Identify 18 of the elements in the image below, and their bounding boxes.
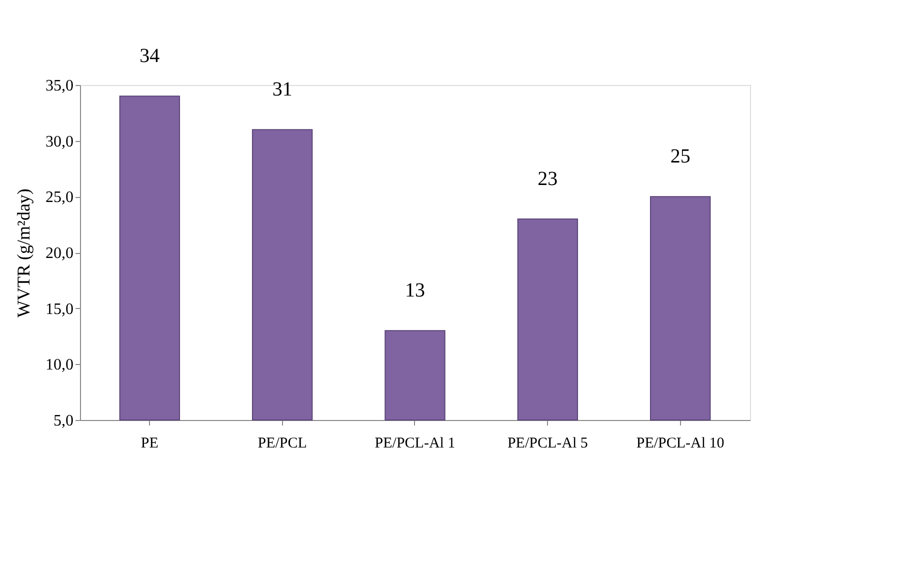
y-tick-label: 5,0 [54,412,74,430]
data-label: 31 [272,78,292,101]
data-label: 25 [670,146,690,168]
y-tick-label: 25,0 [46,189,74,206]
data-label: 23 [538,168,558,190]
y-tick-label: 15,0 [46,300,74,318]
x-tick-label: PE/PCL-Al 1 [374,436,456,452]
x-tick-label: PE [140,436,158,452]
y-axis-title: WVTR (g/m²day) [14,188,34,318]
y-tick-label: 10,0 [46,356,74,374]
y-tick-label: 30,0 [46,133,74,150]
x-tick-label: PE/PCL-Al 5 [507,436,588,452]
x-tick-label: PE/PCL-Al 10 [636,436,724,452]
data-label: 34 [140,45,160,68]
data-label: 13 [405,280,425,302]
y-tick-label: 20,0 [46,245,74,262]
y-tick-label: 35,0 [46,78,74,94]
x-tick-label: PE/PCL [258,436,307,452]
